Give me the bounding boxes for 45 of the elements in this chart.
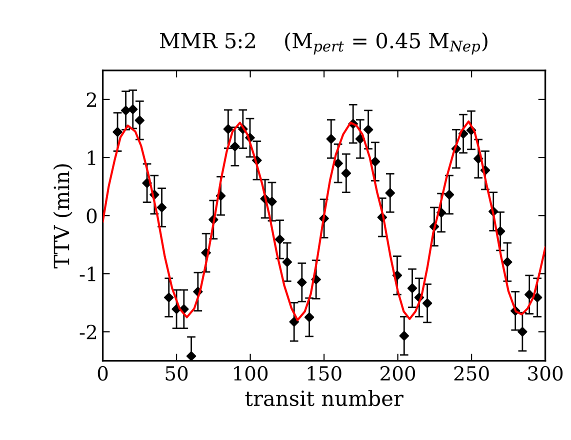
point [502,257,512,267]
x-tick-label: 50 [166,366,188,381]
y-tick-label: -2 [80,324,96,340]
point [333,158,343,168]
point [422,298,432,308]
x-tick-label: 200 [380,366,416,381]
point [289,317,299,327]
point [156,202,167,212]
y-tick-label: 0 [86,208,97,224]
point [304,312,314,322]
x-tick-label: 0 [98,366,108,381]
x-tick-label: 250 [454,366,489,381]
point [399,330,409,341]
point [341,168,352,178]
chart-title: MMR 5:2 (M$_{pert}$ = 0.45 M$_{Nep}$) [160,32,488,54]
x-tick-label: 100 [234,366,268,381]
point [120,106,131,116]
point [267,196,277,207]
point [282,257,292,267]
y-tick-label: 1 [88,150,96,165]
point [407,283,418,294]
point [112,127,122,137]
point [230,142,240,152]
x-axis-title: transit number [245,390,404,406]
point [495,226,506,236]
point [518,326,528,337]
point [186,351,196,361]
point [370,156,380,166]
point [128,104,138,114]
y-axis-title: TTV (min) [53,164,72,268]
point [274,234,285,244]
point [363,124,374,135]
point [297,278,307,288]
x-tick-label: 150 [308,366,342,381]
point [444,190,454,200]
point [164,292,174,302]
point [134,115,145,126]
point [524,290,534,300]
point [326,134,336,144]
y-tick-label: 2 [86,92,96,107]
x-tick-label: 300 [528,366,563,381]
point [385,188,395,198]
point [223,124,234,134]
y-tick-label: -1 [80,266,96,282]
point [532,292,542,302]
